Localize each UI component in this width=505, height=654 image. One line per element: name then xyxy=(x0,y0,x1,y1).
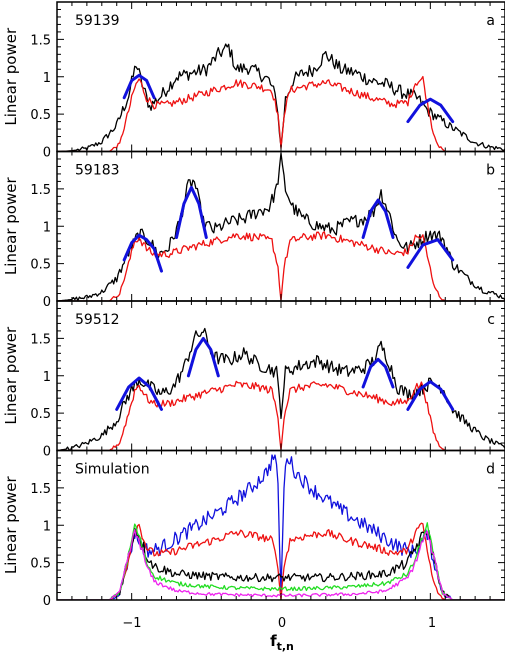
y-tick-label: 1 xyxy=(43,220,51,235)
fit-curve-blue xyxy=(361,357,395,389)
panel-letter: a xyxy=(486,13,495,29)
y-axis-title: Linear power xyxy=(2,326,20,425)
y-tick-label: 0 xyxy=(43,146,51,161)
series-line-red xyxy=(57,380,505,451)
fit-curve-blue xyxy=(406,238,455,269)
y-tick-label: 1 xyxy=(43,519,51,534)
y-tick-label: 0.5 xyxy=(30,407,51,422)
y-tick-label: 1.5 xyxy=(30,482,51,497)
bottom-x-axis: −1 0 1 ft,n xyxy=(122,616,436,653)
y-axis-title: Linear power xyxy=(2,476,20,575)
fit-curve-blue xyxy=(122,73,156,100)
fit-curve-blue xyxy=(186,336,220,378)
fit-curve-blue xyxy=(406,380,455,411)
y-tick-label: 1.5 xyxy=(30,33,51,48)
y-tick-label: 0.5 xyxy=(30,258,51,273)
panel-c: 0 0.5 1 1.5 Linear power 59512 c xyxy=(2,300,505,460)
y-tick-label: 0 xyxy=(43,594,51,609)
y-axis-title: Linear power xyxy=(2,27,20,126)
series-line-black xyxy=(57,327,505,451)
x-tick-label: −1 xyxy=(122,616,141,631)
y-tick-label: 0 xyxy=(43,295,51,310)
x-axis-title-subscript: t,n xyxy=(277,640,294,653)
panel-name: 59139 xyxy=(75,13,120,29)
x-axis-title: ft,n xyxy=(270,632,294,653)
y-tick-label: 1 xyxy=(43,71,51,86)
series-line-red xyxy=(57,231,505,301)
panels-group: 0 0.5 1 1.5 Linear power 59139 a 0 0.5 1 1.5 Linear… xyxy=(2,1,505,609)
panel-d: 0 0.5 1 1.5 Linear power Simulation d xyxy=(2,449,505,609)
fit-curve-blue xyxy=(175,185,208,239)
panel-name: Simulation xyxy=(75,462,150,478)
x-tick-label: 0 xyxy=(278,616,286,631)
fit-curve-blue xyxy=(406,97,455,124)
y-tick-label: 1 xyxy=(43,370,51,385)
panel-b: 0 0.5 1 1.5 Linear power 59183 b xyxy=(2,150,505,310)
fit-curve-blue xyxy=(361,198,395,239)
panel-letter: c xyxy=(487,312,495,328)
panel-name: 59512 xyxy=(75,312,120,328)
y-tick-label: 0.5 xyxy=(30,557,51,572)
panel-name: 59183 xyxy=(75,163,120,179)
y-tick-label: 0 xyxy=(43,445,51,460)
y-tick-label: 1.5 xyxy=(30,183,51,198)
fit-curve-blue xyxy=(115,376,163,411)
panel-a: 0 0.5 1 1.5 Linear power 59139 a xyxy=(2,1,505,161)
panel-letter: d xyxy=(486,462,495,478)
x-tick-label: 1 xyxy=(428,616,436,631)
series-line-green xyxy=(57,522,505,600)
x-axis-title-main: f xyxy=(270,632,277,650)
panel-letter: b xyxy=(486,163,495,179)
series-group xyxy=(57,152,505,301)
y-tick-label: 1.5 xyxy=(30,332,51,347)
fit-curve-blue xyxy=(122,233,163,273)
series-group xyxy=(57,43,505,152)
y-axis-title: Linear power xyxy=(2,177,20,276)
y-tick-label: 0.5 xyxy=(30,108,51,123)
series-group xyxy=(57,327,505,451)
